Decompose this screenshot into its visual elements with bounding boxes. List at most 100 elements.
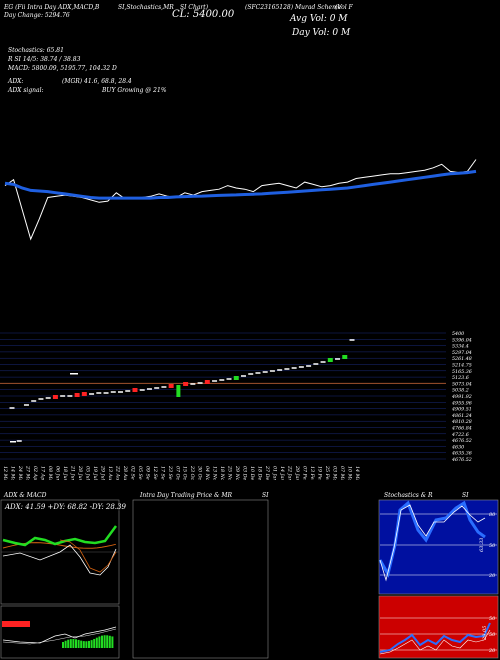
candle [16, 440, 22, 442]
candle [327, 358, 333, 362]
date-tick-label: 30 Oct [197, 466, 203, 480]
date-tick-label: 10 Mar [347, 466, 353, 480]
mrsi-panel-title: Intra Day Trading Price & MR [140, 492, 233, 499]
candle [154, 387, 160, 389]
price-tick-label: 4630 [451, 444, 464, 450]
adx-signal-label: ADX signal: [8, 87, 44, 94]
price-tick-label: 5261.48 [452, 356, 472, 362]
price-tick-label: 5396.04 [452, 337, 472, 343]
adx-secondary-line [59, 539, 117, 573]
price-tick-label: 5073.04 [452, 381, 472, 387]
rsi-line [379, 622, 491, 653]
candle [31, 400, 37, 402]
candle [240, 375, 246, 377]
candle [9, 407, 15, 409]
candle [269, 370, 275, 372]
rsi-reading: R SI 14/5: 38.74 / 38.83 [8, 56, 81, 63]
candle [219, 379, 225, 381]
macd-histogram-bar [111, 636, 114, 648]
macd-histogram-bar [95, 637, 98, 648]
candle [10, 441, 16, 443]
date-tick-label: 22 Aug [114, 465, 120, 480]
candle [183, 382, 189, 386]
adx-values: (MGR) 41.6, 68.8, 28.4 [62, 78, 132, 85]
price-tick-label: 4676.52 [451, 438, 472, 444]
candle [190, 383, 196, 385]
macd-histogram-bar [62, 642, 64, 648]
price-tick-label: 5400 [452, 331, 464, 337]
rsi-signal-line [379, 629, 491, 655]
macd-histogram-bar [75, 639, 77, 648]
candle [226, 378, 232, 380]
date-tick-label: 21 Jun [69, 465, 75, 480]
candlestick-chart: 54005396.045334.45297.045261.485214.7551… [0, 331, 472, 480]
candle [81, 392, 87, 396]
price-tick-label: 5297.04 [452, 350, 472, 356]
candle [248, 373, 254, 375]
date-tick-label: 27 Mar [25, 465, 31, 480]
date-tick-label: 13 Feb [309, 466, 315, 480]
date-tick-label: 25 Feb [324, 465, 330, 480]
date-tick-label: 17 Apr [39, 466, 45, 480]
date-tick-label: 19 Feb [317, 466, 323, 480]
chart-title: EG (Fii Intra Day ADX,MACD,B [4, 4, 100, 11]
date-tick-label: 18 Dec [257, 466, 263, 480]
date-tick-label: 13 Aug [107, 466, 113, 480]
date-tick-label: 19 Jul [92, 466, 98, 480]
chart-title-part2: SI,Stochastics,MR [118, 4, 174, 11]
date-tick-label: 13 Nov [212, 466, 218, 480]
candle [262, 371, 268, 373]
stoch-tick-label: 20 [488, 573, 496, 579]
avg-vol-label: Avg Vol: 0 M [290, 14, 348, 24]
stoch-tick-label: 50 [489, 543, 496, 549]
chart-title-symbol: (SFC23165128) Murad Scheme [245, 4, 342, 11]
stoch-tick-label: 80 [489, 512, 496, 518]
date-tick-label: 01 Jan [272, 466, 278, 480]
price-tick-label: 5123.6 [452, 375, 469, 381]
date-tick-label: 03 Dec [242, 466, 248, 480]
mrsi-panel-frame [132, 499, 269, 659]
price-tick-label: 5214.75 [452, 363, 472, 369]
candle [125, 390, 131, 392]
candle [60, 395, 66, 397]
candle [342, 355, 348, 359]
candle [70, 373, 78, 375]
price-tick-label: 5038.2 [452, 388, 469, 394]
date-tick-label: 24 Mar [17, 465, 23, 480]
candle [103, 392, 109, 394]
date-tick-label: 23 Sep [167, 465, 173, 480]
macd-histogram-bar [98, 636, 101, 648]
macd-histogram-bar [106, 635, 109, 648]
date-tick-label: 12 Mar [2, 466, 8, 480]
price-tick-label: 4722.6 [451, 432, 469, 438]
date-tick-label: 09 Sep [144, 466, 150, 480]
price-tick-label: 4861.24 [451, 413, 472, 419]
macd-histogram-bar [108, 635, 111, 648]
candle [161, 386, 167, 388]
date-tick-label: 18 Nov [219, 466, 225, 480]
day-change-text: Day Change: 5294.76 [4, 12, 70, 19]
macd-histogram-bar [90, 640, 93, 648]
date-tick-label: 23 Oct [189, 465, 195, 480]
price-tick-label: 4635.36 [451, 451, 472, 457]
date-tick-label: 15 Oct [182, 466, 188, 480]
candle [45, 397, 51, 399]
chart-title-part3: SI Chart) [180, 4, 209, 11]
date-tick-label: 22 Jan [287, 465, 293, 480]
candle [204, 380, 210, 384]
candle [255, 372, 261, 374]
candle [110, 391, 116, 393]
macd-histogram-bar [67, 639, 70, 648]
macd-line [2, 626, 117, 644]
candle [233, 376, 239, 380]
close-price-label: CL: 5400.00 [172, 9, 235, 20]
mrsi-panel-suffix: SI [262, 492, 269, 499]
stoch-d-line [379, 504, 486, 582]
candle [132, 388, 138, 392]
adx-panel-title: ADX & MACD [4, 492, 47, 499]
date-tick-label: 29 Nov [234, 465, 240, 480]
candle [313, 363, 319, 365]
macd-histogram-bar [103, 635, 106, 648]
rsi-tick-label: 50 [489, 632, 496, 638]
date-tick-label: 14 Mar [10, 466, 16, 480]
